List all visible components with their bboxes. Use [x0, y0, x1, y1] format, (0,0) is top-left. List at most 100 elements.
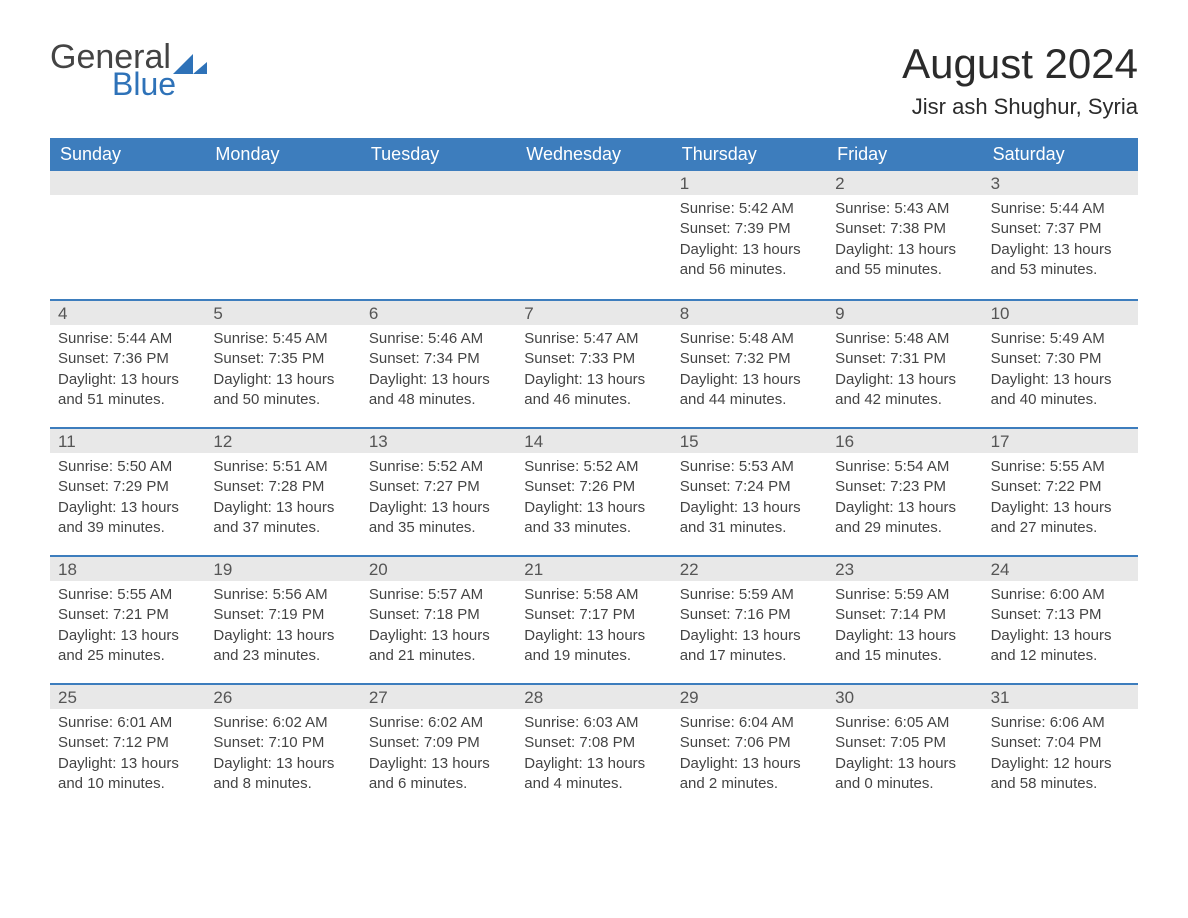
weekday-label: Saturday: [983, 138, 1138, 171]
day-number: 15: [672, 429, 827, 453]
day-cell: 15Sunrise: 5:53 AMSunset: 7:24 PMDayligh…: [672, 429, 827, 555]
day-body: Sunrise: 5:53 AMSunset: 7:24 PMDaylight:…: [672, 453, 827, 546]
day-cell: 22Sunrise: 5:59 AMSunset: 7:16 PMDayligh…: [672, 557, 827, 683]
day-cell: 10Sunrise: 5:49 AMSunset: 7:30 PMDayligh…: [983, 301, 1138, 427]
page-header: General Blue August 2024 Jisr ash Shughu…: [50, 40, 1138, 120]
sunrise-text: Sunrise: 5:53 AM: [680, 457, 819, 477]
sunrise-text: Sunrise: 5:55 AM: [58, 585, 197, 605]
day-body: Sunrise: 5:42 AMSunset: 7:39 PMDaylight:…: [672, 195, 827, 288]
day-cell: 28Sunrise: 6:03 AMSunset: 7:08 PMDayligh…: [516, 685, 671, 811]
day-cell: 13Sunrise: 5:52 AMSunset: 7:27 PMDayligh…: [361, 429, 516, 555]
daylight-text: Daylight: 13 hours and 12 minutes.: [991, 626, 1130, 667]
sunrise-text: Sunrise: 5:57 AM: [369, 585, 508, 605]
sunset-text: Sunset: 7:21 PM: [58, 605, 197, 625]
brand-word-2: Blue: [112, 68, 207, 100]
sunset-text: Sunset: 7:39 PM: [680, 219, 819, 239]
sunset-text: Sunset: 7:26 PM: [524, 477, 663, 497]
day-number: 5: [205, 301, 360, 325]
sunrise-text: Sunrise: 5:59 AM: [680, 585, 819, 605]
sunset-text: Sunset: 7:04 PM: [991, 733, 1130, 753]
day-cell: 30Sunrise: 6:05 AMSunset: 7:05 PMDayligh…: [827, 685, 982, 811]
day-cell: 6Sunrise: 5:46 AMSunset: 7:34 PMDaylight…: [361, 301, 516, 427]
daylight-text: Daylight: 13 hours and 55 minutes.: [835, 240, 974, 281]
day-number: 22: [672, 557, 827, 581]
title-block: August 2024 Jisr ash Shughur, Syria: [902, 40, 1138, 120]
day-cell: 26Sunrise: 6:02 AMSunset: 7:10 PMDayligh…: [205, 685, 360, 811]
week-row: 18 Sunrise: 5:55 AMSunset: 7:21 PM Dayligh…: [50, 555, 1138, 683]
daylight-text: Daylight: 13 hours and 6 minutes.: [369, 754, 508, 795]
sunrise-text: Sunrise: 6:04 AM: [680, 713, 819, 733]
day-cell: 7Sunrise: 5:47 AMSunset: 7:33 PMDaylight…: [516, 301, 671, 427]
day-cell: [516, 171, 671, 299]
sunrise-text: Sunrise: 5:52 AM: [369, 457, 508, 477]
day-body: Sunrise: 5:44 AMSunset: 7:37 PMDaylight:…: [983, 195, 1138, 288]
day-number: 23: [827, 557, 982, 581]
sunrise-text: Sunrise: 5:44 AM: [58, 329, 197, 349]
daylight-text: Daylight: 13 hours and 0 minutes.: [835, 754, 974, 795]
daylight-text: Daylight: 13 hours and 15 minutes.: [835, 626, 974, 667]
day-cell: 8Sunrise: 5:48 AMSunset: 7:32 PMDaylight…: [672, 301, 827, 427]
day-body: Sunrise: 5:59 AMSunset: 7:16 PMDaylight:…: [672, 581, 827, 674]
day-body: Sunrise: 5:54 AMSunset: 7:23 PMDaylight:…: [827, 453, 982, 546]
sunrise-text: Sunrise: 6:01 AM: [58, 713, 197, 733]
daylight-text: Daylight: 13 hours and 53 minutes.: [991, 240, 1130, 281]
sunrise-text: Sunrise: 5:43 AM: [835, 199, 974, 219]
sunset-text: Sunset: 7:37 PM: [991, 219, 1130, 239]
brand-logo: General Blue: [50, 40, 207, 100]
day-body: Sunrise: 5:55 AMSunset: 7:22 PMDaylight:…: [983, 453, 1138, 546]
sunset-text: Sunset: 7:17 PM: [524, 605, 663, 625]
day-body: Sunrise: 5:59 AMSunset: 7:14 PMDaylight:…: [827, 581, 982, 674]
weekday-label: Sunday: [50, 138, 205, 171]
day-number: 30: [827, 685, 982, 709]
empty-day-bar: [361, 171, 516, 195]
day-cell: 2Sunrise: 5:43 AMSunset: 7:38 PMDaylight…: [827, 171, 982, 299]
day-number: 7: [516, 301, 671, 325]
sunrise-text: Sunrise: 5:44 AM: [991, 199, 1130, 219]
daylight-text: Daylight: 13 hours and 33 minutes.: [524, 498, 663, 539]
sunrise-text: Sunrise: 5:49 AM: [991, 329, 1130, 349]
day-cell: 17Sunrise: 5:55 AMSunset: 7:22 PMDayligh…: [983, 429, 1138, 555]
day-number: 4: [50, 301, 205, 325]
daylight-text: Daylight: 13 hours and 23 minutes.: [213, 626, 352, 667]
day-body: Sunrise: 6:02 AMSunset: 7:09 PMDaylight:…: [361, 709, 516, 802]
week-row: 1Sunrise: 5:42 AMSunset: 7:39 PMDaylight…: [50, 171, 1138, 299]
day-cell: 19Sunrise: 5:56 AMSunset: 7:19 PMDayligh…: [205, 557, 360, 683]
day-body: Sunrise: 5:57 AMSunset: 7:18 PMDaylight:…: [361, 581, 516, 674]
sunrise-text: Sunrise: 5:55 AM: [991, 457, 1130, 477]
day-body: Sunrise: 5:44 AMSunset: 7:36 PMDaylight:…: [50, 325, 205, 418]
day-number: 29: [672, 685, 827, 709]
day-cell: 21Sunrise: 5:58 AMSunset: 7:17 PMDayligh…: [516, 557, 671, 683]
day-cell: 3Sunrise: 5:44 AMSunset: 7:37 PMDaylight…: [983, 171, 1138, 299]
day-body: Sunrise: 6:00 AMSunset: 7:13 PMDaylight:…: [983, 581, 1138, 674]
day-body: Sunrise: 5:48 AMSunset: 7:31 PMDaylight:…: [827, 325, 982, 418]
calendar: SundayMondayTuesdayWednesdayThursdayFrid…: [50, 138, 1138, 811]
day-cell: 16Sunrise: 5:54 AMSunset: 7:23 PMDayligh…: [827, 429, 982, 555]
day-number: 1: [672, 171, 827, 195]
daylight-text: Daylight: 13 hours and 31 minutes.: [680, 498, 819, 539]
weekday-header-row: SundayMondayTuesdayWednesdayThursdayFrid…: [50, 138, 1138, 171]
day-cell: 31Sunrise: 6:06 AMSunset: 7:04 PMDayligh…: [983, 685, 1138, 811]
sunset-text: Sunset: 7:09 PM: [369, 733, 508, 753]
day-body: Sunrise: 6:06 AMSunset: 7:04 PMDaylight:…: [983, 709, 1138, 802]
weekday-label: Monday: [205, 138, 360, 171]
day-cell: 5Sunrise: 5:45 AMSunset: 7:35 PMDaylight…: [205, 301, 360, 427]
day-number: 27: [361, 685, 516, 709]
day-number: 19: [205, 557, 360, 581]
sunset-text: Sunset: 7:27 PM: [369, 477, 508, 497]
daylight-text: Daylight: 13 hours and 40 minutes.: [991, 370, 1130, 411]
day-number: 18: [50, 557, 205, 581]
empty-day-bar: [516, 171, 671, 195]
day-cell: 11Sunrise: 5:50 AMSunset: 7:29 PMDayligh…: [50, 429, 205, 555]
day-cell: 12Sunrise: 5:51 AMSunset: 7:28 PMDayligh…: [205, 429, 360, 555]
sunset-text: Sunset: 7:24 PM: [680, 477, 819, 497]
weekday-label: Wednesday: [516, 138, 671, 171]
weekday-label: Friday: [827, 138, 982, 171]
daylight-text: Daylight: 13 hours and 19 minutes.: [524, 626, 663, 667]
day-cell: 18Sunrise: 5:55 AMSunset: 7:21 PMDayligh…: [50, 557, 205, 683]
day-number: 16: [827, 429, 982, 453]
daylight-text: Daylight: 13 hours and 4 minutes.: [524, 754, 663, 795]
day-cell: 20Sunrise: 5:57 AMSunset: 7:18 PMDayligh…: [361, 557, 516, 683]
sunset-text: Sunset: 7:18 PM: [369, 605, 508, 625]
day-body: Sunrise: 5:51 AMSunset: 7:28 PMDaylight:…: [205, 453, 360, 546]
daylight-text: Daylight: 13 hours and 48 minutes.: [369, 370, 508, 411]
